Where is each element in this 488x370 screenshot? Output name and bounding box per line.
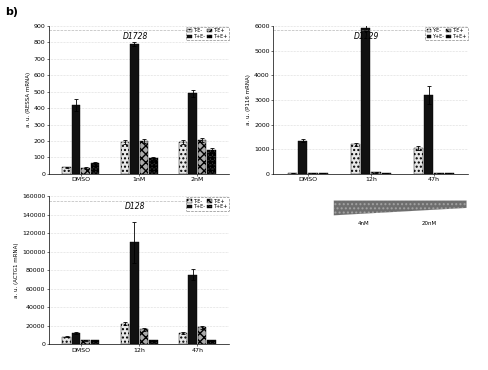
Bar (198, 327, 206, 344)
Y-axis label: a. u. (RESSA mRNA): a. u. (RESSA mRNA) (26, 73, 31, 127)
Bar (319, 173, 328, 174)
Bar (207, 340, 216, 344)
Bar (91, 163, 99, 174)
Bar (62, 167, 71, 174)
Bar (140, 141, 148, 174)
Text: D128: D128 (125, 202, 146, 211)
Bar (72, 105, 81, 174)
Polygon shape (105, 201, 227, 215)
Bar (434, 173, 444, 174)
Bar (140, 329, 148, 344)
Bar (188, 275, 197, 344)
Bar (351, 144, 360, 174)
Legend: Y-E-, Y+E-, T-E+, T+E+: Y-E-, Y+E-, T-E+, T+E+ (425, 27, 468, 40)
Bar (72, 333, 81, 344)
Bar (424, 95, 433, 174)
Bar (179, 142, 187, 174)
Text: D1728: D1728 (123, 32, 148, 41)
Bar (361, 28, 370, 174)
Bar (91, 340, 99, 344)
Bar (288, 173, 297, 174)
Bar (198, 140, 206, 174)
Bar (414, 148, 423, 174)
Text: 4nM: 4nM (357, 221, 369, 226)
Bar (149, 340, 158, 344)
Bar (62, 337, 71, 344)
Y-axis label: a. u. (P116 mRNA): a. u. (P116 mRNA) (246, 74, 251, 125)
Bar (308, 173, 318, 174)
Bar (130, 44, 139, 174)
Bar (121, 324, 129, 344)
Bar (298, 141, 307, 174)
Text: 4nM: 4nM (126, 221, 138, 226)
Bar (445, 173, 454, 174)
Bar (149, 158, 158, 174)
Bar (81, 340, 90, 344)
Bar (179, 333, 187, 344)
Bar (121, 142, 129, 174)
Bar (130, 242, 139, 344)
Text: D1129: D1129 (354, 32, 380, 41)
Legend: T-E-, T+E-, T-E+, T+E+: T-E-, T+E-, T-E+, T+E+ (186, 197, 229, 211)
Bar (382, 173, 391, 174)
Text: 20nM: 20nM (186, 221, 201, 226)
Text: b): b) (5, 7, 18, 17)
Legend: T-E-, T+E-, T-E+, T+E+: T-E-, T+E-, T-E+, T+E+ (186, 27, 229, 40)
Bar (81, 168, 90, 174)
Polygon shape (334, 201, 467, 215)
Bar (371, 172, 381, 174)
Y-axis label: a. u. (ACTG1 mRNA): a. u. (ACTG1 mRNA) (14, 242, 19, 298)
Bar (188, 93, 197, 174)
Text: 20nM: 20nM (422, 221, 437, 226)
Bar (207, 150, 216, 174)
